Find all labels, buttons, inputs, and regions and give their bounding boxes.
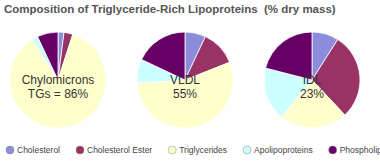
chart: Composition of Triglyceride-Rich Lipopro… — [0, 0, 380, 163]
legend-swatch — [243, 146, 251, 154]
legend-label: Triglycerides — [179, 145, 227, 155]
legend-label: Apolipoproteins — [254, 145, 313, 155]
data-label: TGs = 86% — [28, 87, 89, 101]
legend-swatch — [168, 146, 176, 154]
title: Composition of Triglyceride-Rich Lipopro… — [4, 3, 336, 15]
data-label: 23% — [300, 87, 324, 101]
pie: IDL23% — [264, 32, 360, 128]
pie: VLDL55% — [137, 32, 233, 128]
legend: Cholesterol Cholesterol Ester Triglyceride… — [6, 145, 380, 155]
data-label: 55% — [173, 87, 197, 101]
legend-swatch — [76, 146, 84, 154]
pie: ChylomicronsTGs = 86% — [10, 32, 106, 128]
legend-label: Cholesterol Ester — [87, 145, 152, 155]
pie-label: IDL — [303, 73, 322, 87]
pie-label: VLDL — [170, 73, 200, 87]
pie-label: Chylomicrons — [22, 73, 95, 87]
legend-label: Phospholipids — [340, 145, 380, 155]
legend-swatch — [6, 146, 14, 154]
legend-swatch — [329, 146, 337, 154]
legend-label: Cholesterol — [17, 145, 60, 155]
